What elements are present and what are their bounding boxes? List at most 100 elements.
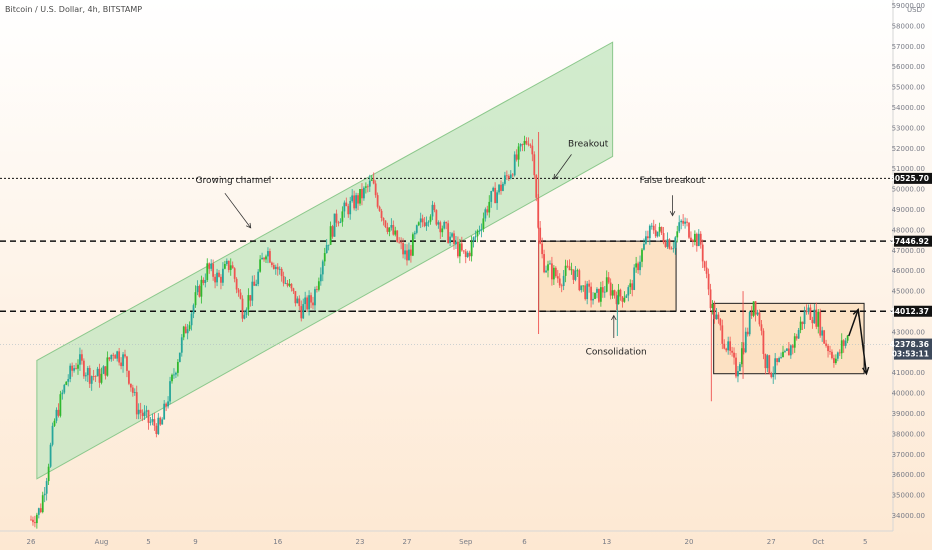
currency-label: USD — [907, 6, 922, 14]
candle — [308, 290, 310, 316]
candle — [220, 274, 222, 290]
candle-body — [419, 218, 422, 223]
candle-body — [543, 254, 545, 273]
candle-body — [492, 187, 495, 192]
candle-body — [460, 243, 463, 251]
candle-body — [613, 290, 616, 296]
candle — [319, 267, 322, 286]
candle-body — [817, 311, 820, 327]
candle-body — [690, 237, 692, 241]
candle-body — [478, 230, 481, 232]
price-tick-label: 59000.00 — [892, 2, 925, 10]
candle-body — [425, 222, 428, 227]
candle — [707, 268, 710, 296]
candle-body — [128, 370, 130, 384]
chart-title: Bitcoin / U.S. Dollar, 4h, BITSTAMP — [5, 5, 142, 14]
candle — [742, 342, 745, 355]
candle — [441, 225, 444, 237]
candle-body — [846, 335, 849, 341]
price-tick-label: 47000.00 — [892, 247, 925, 255]
candle-body — [486, 209, 489, 213]
candle — [57, 403, 60, 418]
candle-body — [257, 271, 260, 285]
candle-body — [129, 383, 132, 388]
candle-body — [147, 410, 150, 423]
candle-body — [758, 312, 761, 325]
candle-body — [511, 174, 514, 176]
candle-body — [118, 351, 121, 363]
candle-body — [171, 374, 173, 382]
candle — [776, 358, 779, 366]
candle — [406, 244, 408, 266]
candle — [831, 349, 833, 360]
candle — [754, 301, 757, 322]
candle — [484, 207, 487, 222]
candle-body — [803, 311, 806, 325]
candle — [635, 256, 638, 273]
candle — [394, 226, 397, 237]
candle-body — [787, 348, 790, 356]
candle — [513, 151, 516, 177]
candle — [45, 477, 48, 501]
candle-body — [474, 236, 477, 238]
candle — [288, 278, 291, 288]
price-tick-label: 35000.00 — [892, 492, 925, 500]
candle-body — [541, 243, 544, 255]
candle-body — [390, 225, 393, 228]
candle-body — [316, 289, 318, 290]
level-price-tag — [894, 305, 932, 317]
candle-body — [327, 244, 330, 246]
candle — [415, 224, 418, 235]
candle-body — [253, 281, 256, 286]
candle-body — [32, 519, 34, 523]
time-tick-label: 23 — [356, 538, 365, 546]
candle — [682, 214, 685, 227]
candle — [249, 295, 252, 307]
candle-body — [255, 284, 258, 286]
price-tick-label: 41000.00 — [892, 369, 925, 377]
candle-body — [505, 175, 508, 177]
candle-body — [615, 295, 618, 305]
candle-body — [73, 368, 75, 371]
candle-body — [106, 357, 109, 376]
candle — [363, 186, 365, 201]
candle-body — [740, 348, 743, 365]
candle-body — [143, 411, 146, 417]
candle-body — [55, 409, 58, 421]
candle — [194, 285, 197, 308]
candle-body — [45, 481, 48, 494]
candle — [633, 264, 636, 291]
candle — [772, 366, 775, 384]
candle — [729, 336, 732, 355]
candle — [611, 283, 614, 299]
candle-body — [834, 358, 837, 363]
projection-arrowhead-up — [852, 307, 860, 317]
candle — [568, 259, 571, 271]
time-tick-label: Aug — [95, 538, 109, 546]
candle-body — [131, 387, 134, 393]
candle-body — [805, 311, 808, 313]
candle-body — [703, 261, 706, 268]
candle-body — [455, 241, 457, 244]
candle — [298, 295, 301, 311]
candle — [73, 365, 75, 373]
candle — [588, 279, 591, 293]
candle-body — [562, 275, 565, 287]
time-tick-label: 6 — [522, 538, 527, 546]
annotation-label-2: False breakout — [640, 176, 706, 186]
candle — [551, 256, 553, 286]
candle-body — [693, 233, 696, 242]
candle — [98, 363, 101, 388]
candle — [55, 407, 58, 424]
candle — [292, 287, 295, 294]
candle — [345, 197, 348, 207]
candle — [819, 308, 822, 338]
candle — [617, 284, 620, 305]
candle-body — [564, 265, 567, 276]
candle-body — [353, 195, 356, 209]
candle-body — [102, 366, 105, 374]
candle — [370, 175, 373, 182]
candle-body — [737, 371, 739, 377]
candle — [515, 149, 518, 162]
